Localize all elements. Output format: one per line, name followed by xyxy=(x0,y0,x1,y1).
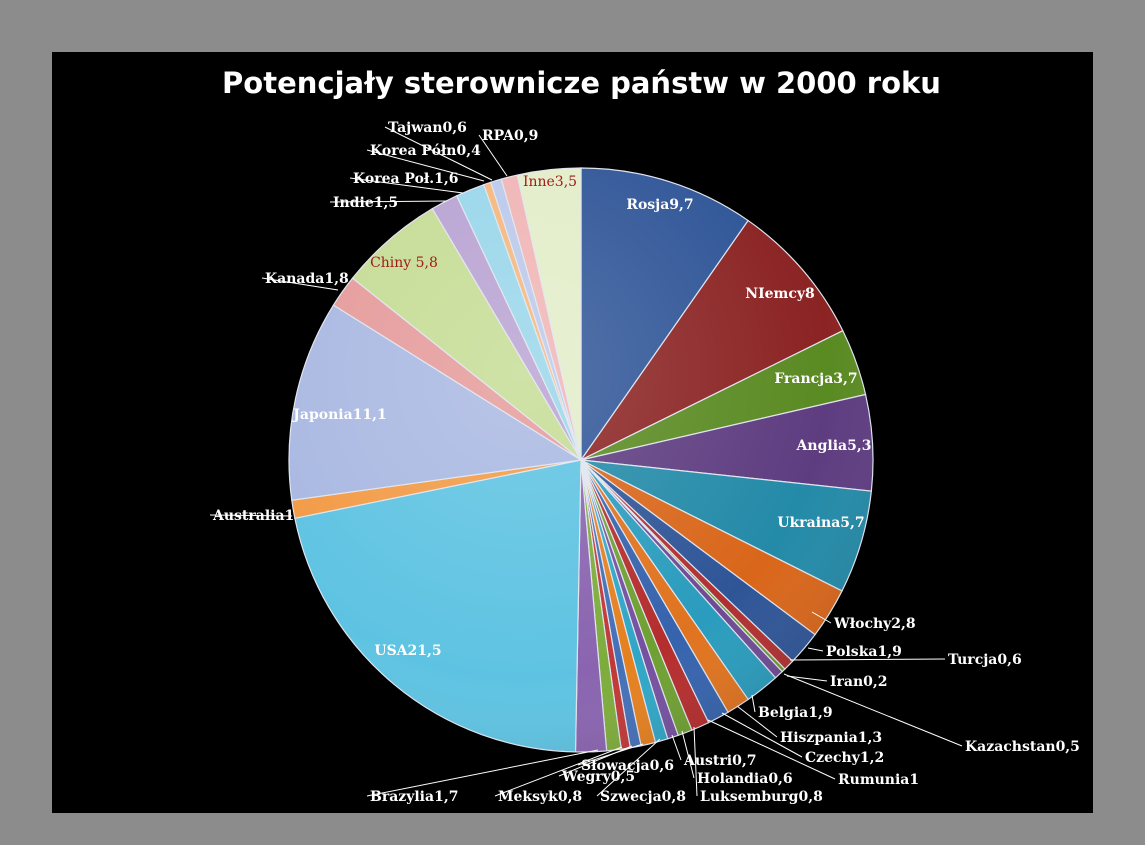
slice-label: Kanada1,8 xyxy=(265,271,349,287)
slice-label: Indie1,5 xyxy=(333,195,398,211)
slice-label: Włochy2,8 xyxy=(833,616,916,632)
slice-label: Korea Półn0,4 xyxy=(370,143,481,159)
slice-label: Słowacja0,6 xyxy=(581,758,674,774)
slice-label: Austri0,7 xyxy=(683,753,756,769)
slice-label: Belgia1,9 xyxy=(758,705,833,721)
leader-line xyxy=(751,694,756,713)
slice-label: Holandia0,6 xyxy=(697,771,793,787)
leader-line xyxy=(494,746,623,797)
slice-label: Iran0,2 xyxy=(830,674,888,690)
leader-line xyxy=(384,126,493,181)
leader-line xyxy=(329,200,448,203)
leader-line xyxy=(693,726,698,797)
leader-line xyxy=(789,658,946,661)
leader-line xyxy=(736,705,778,738)
slice-label: Francja3,7 xyxy=(774,371,857,387)
leader-line xyxy=(261,277,339,291)
leader-line xyxy=(786,675,828,682)
slice-label: Anglia5,3 xyxy=(796,438,872,454)
slice-label: Rosja9,7 xyxy=(626,197,693,213)
slice-label: Turcja0,6 xyxy=(948,652,1022,668)
slice-label: Korea Poł.1,6 xyxy=(353,171,459,187)
slice-label: RPA0,9 xyxy=(482,128,538,144)
slice-label: Tajwan0,6 xyxy=(388,120,467,136)
slice-label: Polska1,9 xyxy=(826,644,902,660)
slice-label: USA21,5 xyxy=(374,643,441,659)
leader-line xyxy=(721,712,803,758)
slice-label: Brazylia1,7 xyxy=(370,789,458,805)
leader-line xyxy=(681,730,695,779)
slice-label: Chiny 5,8 xyxy=(370,255,438,271)
slice-label: Wegry0,5 xyxy=(561,769,635,785)
leader-line xyxy=(478,134,508,177)
slice-label: Inne3,5 xyxy=(523,174,577,190)
slice-label: Kazachstan0,5 xyxy=(965,739,1080,755)
leader-line xyxy=(349,177,464,194)
leader-line xyxy=(811,611,832,624)
leader-line xyxy=(671,734,682,761)
chart-title: Potencjały sterownicze państw w 2000 rok… xyxy=(222,66,941,100)
slice-label: Hiszpania1,3 xyxy=(780,730,882,746)
slice-label: Luksemburg0,8 xyxy=(700,789,823,805)
leader-line xyxy=(209,514,293,517)
slice-label: NIemcy8 xyxy=(745,286,814,302)
leader-line xyxy=(596,738,661,797)
leader-line xyxy=(366,749,599,797)
slice-label: Australia1 xyxy=(212,508,294,524)
leader-line xyxy=(366,149,485,182)
slice-label: Rumunia1 xyxy=(838,772,919,788)
slice-label: Ukraina5,7 xyxy=(777,515,864,531)
leader-line xyxy=(807,647,824,652)
leader-line xyxy=(558,745,633,777)
leader-line xyxy=(707,719,836,780)
slice-label: Japonia11,1 xyxy=(291,407,387,423)
slice-label: Meksyk0,8 xyxy=(498,789,582,805)
leader-line xyxy=(783,673,963,747)
slice-label: Szwecja0,8 xyxy=(600,789,686,805)
slice-label: Czechy1,2 xyxy=(805,750,884,766)
